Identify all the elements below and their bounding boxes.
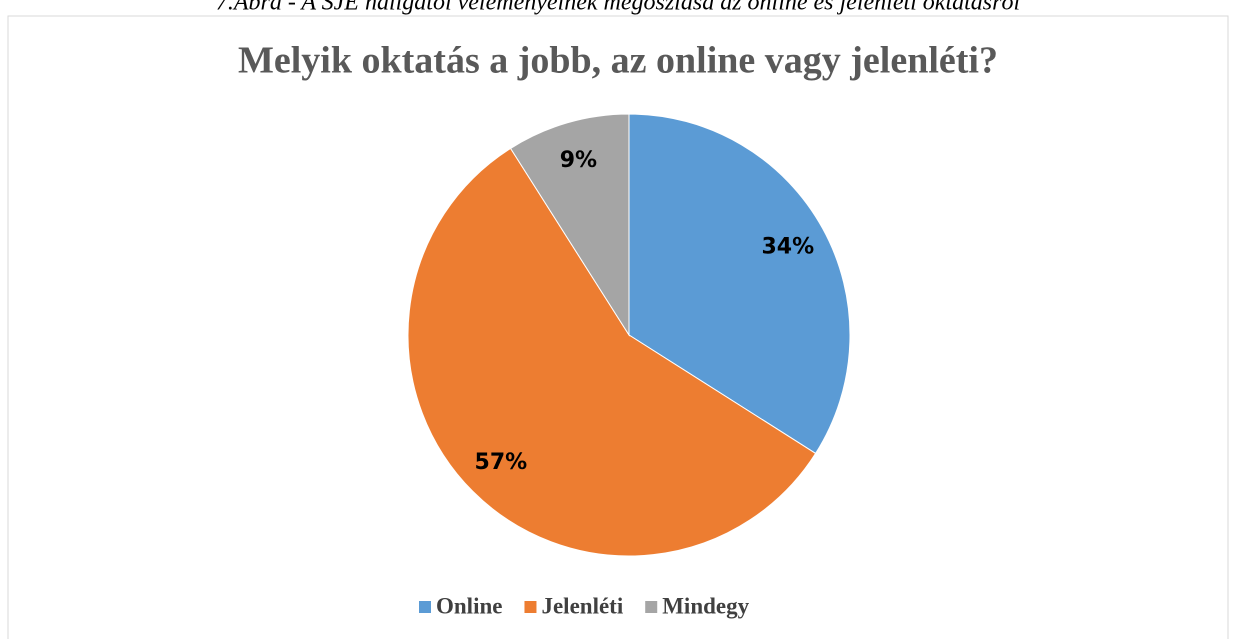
pie-slice: [509, 113, 630, 337]
legend-label: Jelenléti: [541, 593, 623, 618]
legend-label: Mindegy: [662, 593, 749, 618]
legend-swatch: [645, 601, 658, 613]
chart-title: Melyik oktatás a jobb, az online vagy je…: [238, 40, 998, 82]
legend-label: Online: [436, 593, 502, 618]
data-label: 34%: [761, 235, 814, 260]
data-label: 9%: [560, 148, 597, 173]
legend-swatch: [419, 601, 431, 613]
caption: 7.Ábra - A SJE hallgatói véleményeinek m…: [216, 0, 1021, 16]
legend-swatch: [524, 601, 537, 613]
pie-slice: [407, 147, 817, 557]
pie-slice: [628, 113, 851, 455]
data-label: 57%: [475, 450, 528, 475]
